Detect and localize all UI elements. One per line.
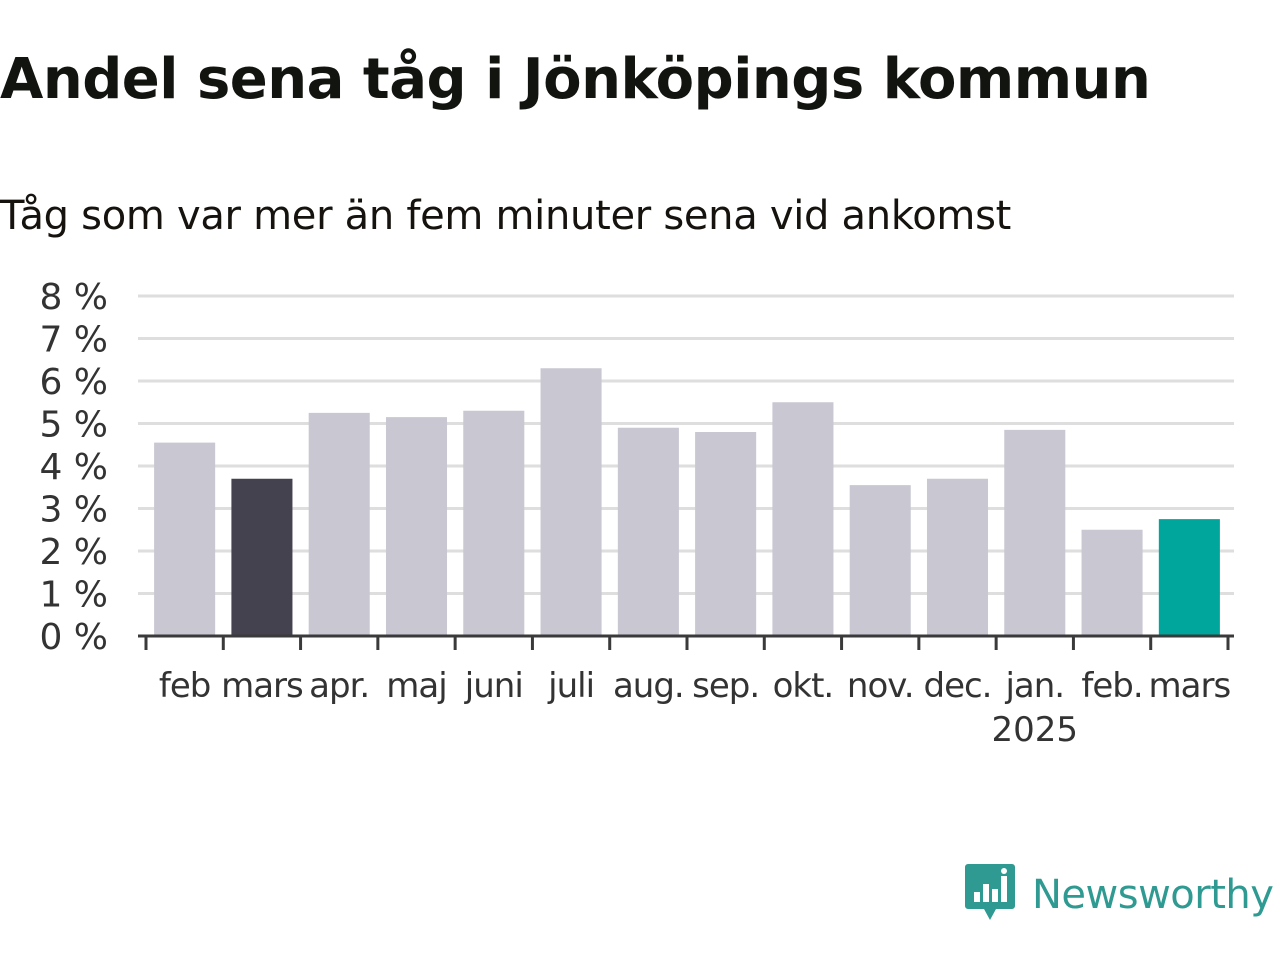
y-tick-label: 3 %	[39, 490, 108, 531]
y-tick-label: 0 %	[39, 617, 108, 658]
gridlines	[138, 294, 1234, 595]
x-tick-label: apr.	[309, 666, 369, 706]
y-tick-label: 2 %	[39, 532, 108, 573]
y-tick-label: 4 %	[39, 447, 108, 488]
bar	[463, 410, 525, 636]
bars	[154, 368, 1220, 636]
bar	[849, 485, 911, 636]
x-tick-label: dec.	[923, 666, 991, 706]
y-tick-label: 1 %	[39, 575, 108, 616]
y-axis-tick-labels: 0 %1 %2 %3 %4 %5 %6 %7 %8 %	[39, 277, 108, 658]
bar	[617, 427, 679, 636]
bar	[385, 417, 448, 636]
bar	[926, 478, 989, 636]
x-tick-label: feb	[159, 666, 210, 706]
bar	[154, 442, 216, 636]
y-tick-label: 6 %	[39, 362, 108, 403]
x-axis-tick-labels: feb mars apr. maj juni juli aug. sep. okt. nov. de…	[159, 666, 1232, 750]
bar	[231, 478, 293, 636]
bar	[1158, 519, 1220, 636]
bar	[1081, 529, 1143, 636]
y-tick-label: 7 %	[39, 320, 108, 361]
x-tick-label: mars	[221, 666, 303, 706]
bar	[308, 412, 370, 636]
newsworthy-brand-name: Newsworthy	[1032, 872, 1274, 918]
bar	[540, 368, 602, 636]
x-axis	[138, 634, 1234, 650]
bar	[695, 432, 757, 636]
x-tick-label: juni	[464, 666, 523, 706]
x-tick-label: aug.	[613, 666, 684, 706]
bar	[772, 402, 834, 636]
newsworthy-logo: Newsworthy	[964, 862, 1274, 928]
y-tick-label: 5 %	[39, 405, 108, 446]
x-tick-label: nov.	[847, 666, 914, 706]
x-tick-label: maj	[386, 666, 446, 706]
chart-subtitle: Tåg som var mer än fem minuter sena vid …	[0, 193, 1012, 239]
chart-title: Andel sena tåg i Jönköpings kommun	[0, 47, 1151, 112]
x-tick-label: juli	[547, 666, 594, 706]
x-tick-label: sep.	[692, 666, 759, 706]
y-tick-label: 8 %	[39, 277, 108, 318]
x-tick-label: mars	[1149, 666, 1231, 706]
x-tick-label: feb.	[1081, 666, 1142, 706]
year-label: 2025	[992, 710, 1079, 750]
newsworthy-logo-icon	[964, 862, 1016, 928]
x-tick-label: okt.	[773, 666, 834, 706]
bar	[1004, 429, 1066, 636]
x-tick-label: jan.	[1004, 666, 1064, 706]
